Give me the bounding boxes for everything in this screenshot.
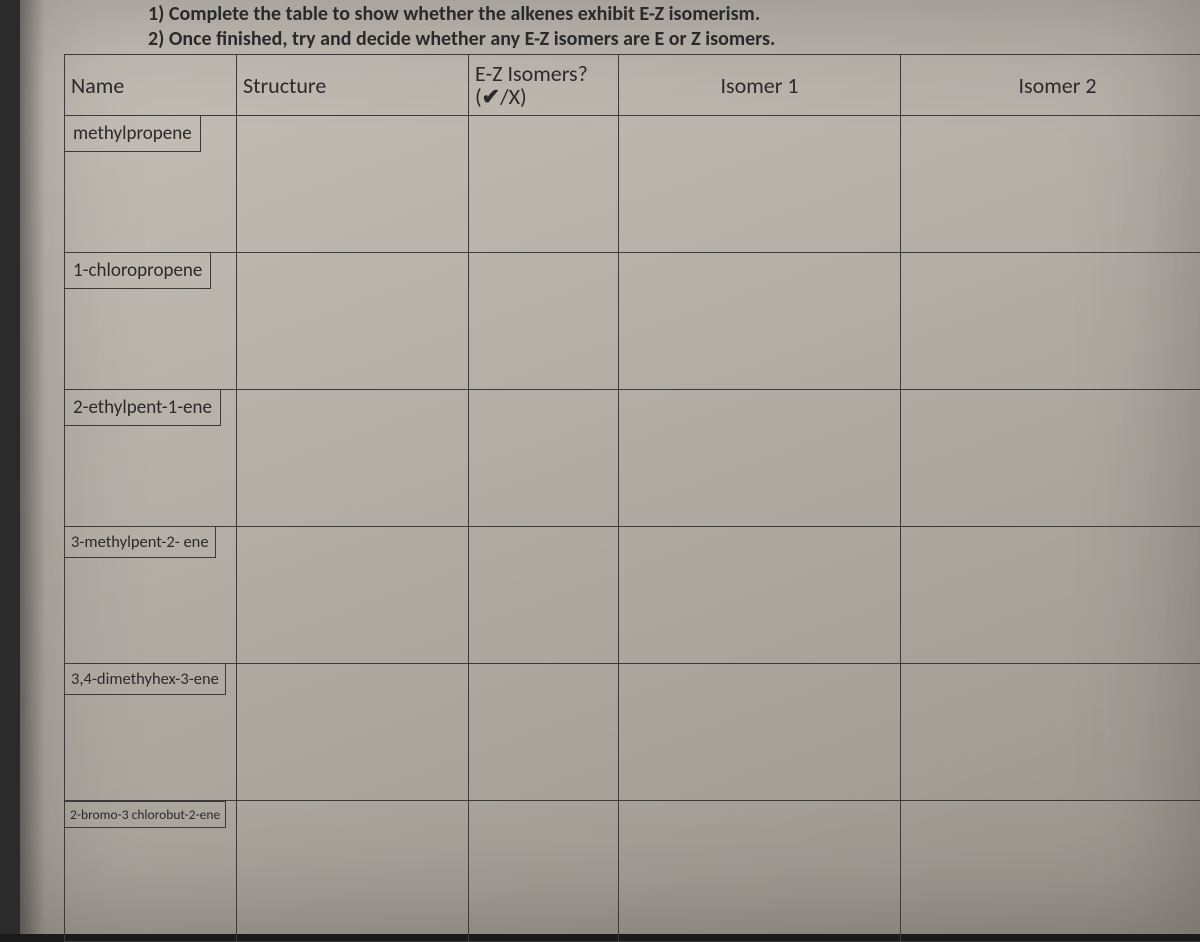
compound-name: 3,4-dimethyhex-3-ene xyxy=(64,663,226,695)
table-row: 2-bromo-3 chlorobut-2-ene xyxy=(65,801,1200,942)
cell-isomer2 xyxy=(901,801,1200,942)
cell-isomer1 xyxy=(619,664,901,801)
cell-structure xyxy=(237,527,469,664)
table-body: methylpropene 1-chloropropene 2-ethylpent-… xyxy=(65,116,1200,942)
cell-name: 3-methylpent-2- ene xyxy=(65,527,237,664)
header-ez-line1: E-Z Isomers? xyxy=(475,62,612,85)
cell-isomer2 xyxy=(901,527,1200,664)
header-isomer1: Isomer 1 xyxy=(619,55,901,116)
page-dark-margin xyxy=(0,0,20,934)
cell-ez xyxy=(469,664,619,801)
compound-name: 2-ethylpent-1-ene xyxy=(64,389,221,426)
cell-structure xyxy=(237,664,469,801)
cell-isomer1 xyxy=(619,801,901,942)
cell-ez xyxy=(469,527,619,664)
cell-isomer1 xyxy=(619,116,901,253)
compound-name: 2-bromo-3 chlorobut-2-ene xyxy=(64,801,226,828)
cell-ez xyxy=(469,253,619,390)
table-row: 3,4-dimethyhex-3-ene xyxy=(65,664,1200,801)
instruction-line-2: 2) Once finished, try and decide whether… xyxy=(148,27,775,52)
cell-ez xyxy=(469,801,619,942)
cell-isomer1 xyxy=(619,527,901,664)
cell-ez xyxy=(469,390,619,527)
instructions-block: 1) Complete the table to show whether th… xyxy=(148,2,775,52)
table-row: methylpropene xyxy=(65,116,1200,253)
header-ez: E-Z Isomers? (✔/X) xyxy=(469,55,619,116)
cell-structure xyxy=(237,116,469,253)
worksheet-page: 1) Complete the table to show whether th… xyxy=(20,0,1200,934)
table-row: 3-methylpent-2- ene xyxy=(65,527,1200,664)
cell-structure xyxy=(237,801,469,942)
isomerism-table: Name Structure E-Z Isomers? (✔/X) Isomer… xyxy=(64,54,1200,942)
cell-structure xyxy=(237,253,469,390)
cell-isomer2 xyxy=(901,253,1200,390)
table-row: 1-chloropropene xyxy=(65,253,1200,390)
table-row: 2-ethylpent-1-ene xyxy=(65,390,1200,527)
cell-isomer2 xyxy=(901,390,1200,527)
compound-name: 3-methylpent-2- ene xyxy=(64,526,216,558)
table-header-row: Name Structure E-Z Isomers? (✔/X) Isomer… xyxy=(65,55,1200,116)
instruction-line-1: 1) Complete the table to show whether th… xyxy=(148,2,775,27)
cell-isomer1 xyxy=(619,253,901,390)
cell-name: 1-chloropropene xyxy=(65,253,237,390)
cell-isomer1 xyxy=(619,390,901,527)
cell-isomer2 xyxy=(901,664,1200,801)
compound-name: 1-chloropropene xyxy=(64,252,211,289)
cell-name: 2-ethylpent-1-ene xyxy=(65,390,237,527)
header-ez-line2: (✔/X) xyxy=(475,85,612,108)
cell-structure xyxy=(237,390,469,527)
check-icon: ✔ xyxy=(482,83,500,110)
cell-name: 3,4-dimethyhex-3-ene xyxy=(65,664,237,801)
compound-name: methylpropene xyxy=(64,115,201,152)
cell-ez xyxy=(469,116,619,253)
cell-name: methylpropene xyxy=(65,116,237,253)
cell-isomer2 xyxy=(901,116,1200,253)
header-name: Name xyxy=(65,55,237,116)
header-isomer2: Isomer 2 xyxy=(901,55,1200,116)
cell-name: 2-bromo-3 chlorobut-2-ene xyxy=(65,801,237,942)
header-structure: Structure xyxy=(237,55,469,116)
